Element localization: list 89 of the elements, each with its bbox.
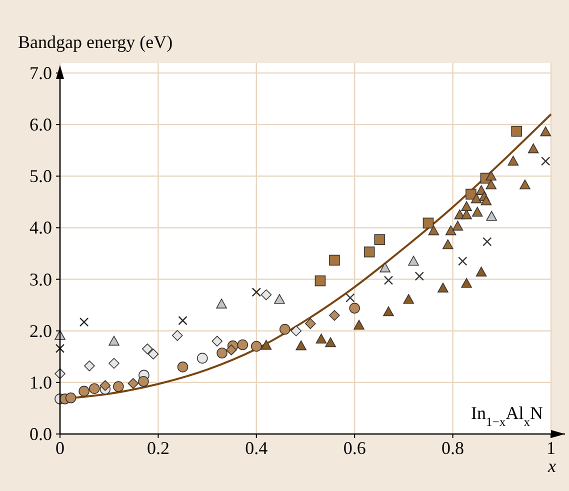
point	[325, 337, 336, 348]
point	[349, 302, 360, 314]
x-tick-label: 0	[56, 438, 64, 458]
point	[540, 126, 551, 136]
point	[172, 330, 183, 341]
x-axis-title: x	[547, 456, 556, 476]
point	[520, 180, 530, 190]
point	[452, 220, 464, 231]
x-tick-label: 0.8	[442, 438, 464, 458]
y-tick-label: 5.0	[30, 166, 52, 186]
x-tick-label: 0.6	[343, 438, 366, 458]
y-tick-label: 0.0	[30, 424, 52, 444]
point	[128, 378, 139, 389]
point	[508, 156, 519, 166]
x-tick-label: 0.4	[245, 438, 268, 458]
point	[84, 360, 95, 372]
point	[541, 156, 550, 166]
point	[274, 294, 285, 304]
point	[486, 210, 497, 221]
point	[226, 344, 237, 356]
point	[470, 193, 482, 204]
point	[79, 317, 89, 327]
point	[383, 306, 394, 316]
point	[177, 362, 188, 372]
point	[178, 316, 188, 326]
x-tick-label: 0.2	[146, 438, 170, 458]
point	[54, 330, 66, 340]
point	[528, 143, 539, 154]
point	[445, 225, 456, 236]
point	[216, 298, 227, 308]
point	[329, 254, 340, 266]
point	[438, 282, 448, 292]
point	[458, 256, 468, 266]
point	[108, 336, 120, 346]
point	[384, 276, 394, 285]
point	[461, 278, 472, 288]
point	[100, 380, 111, 391]
x-tick-label: 1	[546, 438, 556, 458]
point	[305, 318, 316, 330]
point	[212, 336, 223, 347]
point	[296, 340, 306, 350]
point	[108, 358, 120, 369]
point	[403, 294, 414, 304]
point	[480, 195, 492, 206]
point	[138, 376, 149, 387]
y-tick-label: 1.0	[30, 372, 52, 392]
point	[476, 266, 487, 276]
y-axis-title: Bandgap energy (eV)	[18, 32, 173, 52]
point	[374, 234, 386, 245]
point	[511, 126, 522, 137]
point	[316, 334, 327, 344]
point	[472, 206, 483, 217]
y-tick-label: 6.0	[30, 114, 52, 135]
point	[414, 272, 424, 281]
point	[196, 352, 208, 364]
point	[142, 344, 153, 354]
y-tick-label: 4.0	[30, 218, 52, 238]
point	[354, 320, 364, 330]
point	[329, 310, 340, 321]
point	[314, 275, 326, 286]
point	[422, 218, 434, 228]
point	[364, 246, 375, 258]
point	[486, 170, 496, 181]
point	[408, 256, 419, 266]
point	[260, 340, 272, 350]
point	[279, 324, 290, 335]
point	[55, 344, 65, 353]
point	[78, 386, 90, 397]
point	[148, 348, 159, 360]
point	[346, 293, 355, 302]
point	[482, 237, 492, 246]
point	[290, 325, 302, 336]
point	[442, 239, 454, 250]
point	[237, 339, 248, 350]
point	[252, 288, 261, 297]
point	[88, 383, 100, 394]
y-tick-label: 7.0	[30, 63, 52, 83]
point	[65, 392, 76, 404]
point	[113, 381, 124, 392]
y-tick-label: 3.0	[30, 269, 52, 290]
annotation: In$_{1−x}$Al$_{x}$N	[471, 403, 543, 429]
point	[380, 262, 390, 272]
y-tick-label: 2.0	[30, 320, 52, 341]
point	[251, 340, 262, 352]
point	[428, 225, 440, 236]
point	[461, 201, 472, 211]
point	[216, 348, 228, 358]
point	[486, 180, 496, 190]
point	[260, 289, 272, 300]
